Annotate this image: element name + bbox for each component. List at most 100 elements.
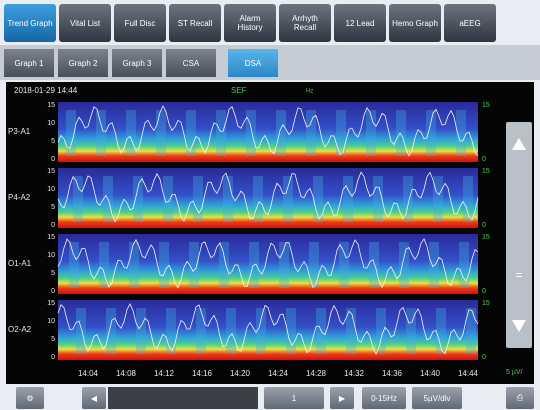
y-tick-label: 15 bbox=[47, 300, 55, 307]
time-label: 14:40 bbox=[420, 369, 441, 378]
spectral-burst bbox=[166, 308, 176, 354]
spectral-burst bbox=[66, 110, 76, 156]
spectral-burst bbox=[219, 242, 229, 288]
spectral-burst bbox=[99, 242, 109, 288]
next-button[interactable]: ▶ bbox=[330, 387, 354, 409]
y-tick-label: 5 bbox=[51, 204, 55, 211]
y-tick-label: 5 bbox=[51, 270, 55, 277]
y2-tick-label: 0 bbox=[482, 354, 486, 361]
channel-label: O2-A2 bbox=[8, 325, 32, 334]
dsa-chart: 2018-01-29 14:44 SEF Hz = 5 µV/ P3-A1 15 1… bbox=[6, 82, 534, 384]
spectral-burst bbox=[283, 176, 293, 222]
spectral-burst bbox=[276, 110, 286, 156]
spectral-burst bbox=[376, 308, 386, 354]
y-tick-label: 15 bbox=[47, 168, 55, 175]
scrollbar[interactable] bbox=[506, 122, 532, 348]
y2-tick-label: 15 bbox=[482, 102, 490, 109]
y-tick-label: 5 bbox=[51, 138, 55, 145]
y2-tick-label: 15 bbox=[482, 168, 490, 175]
prev-button[interactable]: ◀ bbox=[82, 387, 106, 409]
page-indicator: 1 bbox=[264, 387, 324, 409]
spectral-burst bbox=[429, 242, 439, 288]
scroll-thumb[interactable]: = bbox=[515, 268, 522, 282]
y-tick-label: 15 bbox=[47, 102, 55, 109]
y2-tick-label: 0 bbox=[482, 288, 486, 295]
spectral-burst bbox=[396, 110, 406, 156]
subtab[interactable]: Graph 2 bbox=[58, 49, 108, 77]
y2-tick-label: 15 bbox=[482, 234, 490, 241]
spectral-burst bbox=[433, 176, 443, 222]
time-label: 14:28 bbox=[306, 369, 327, 378]
subtab[interactable]: DSA bbox=[228, 49, 278, 77]
y-tick-label: 10 bbox=[47, 252, 55, 259]
spectral-burst bbox=[343, 176, 353, 222]
tab[interactable]: Trend Graph bbox=[4, 4, 56, 42]
spectral-burst bbox=[126, 110, 136, 156]
spectral-burst bbox=[76, 308, 86, 354]
print-button[interactable]: ⎙ bbox=[506, 387, 534, 409]
spectral-burst bbox=[426, 110, 436, 156]
spectral-burst bbox=[223, 176, 233, 222]
time-label: 14:12 bbox=[154, 369, 175, 378]
subtab[interactable]: CSA bbox=[166, 49, 216, 77]
tab[interactable]: Alarm History bbox=[224, 4, 276, 42]
spectral-burst bbox=[189, 242, 199, 288]
subtab[interactable]: Graph 3 bbox=[112, 49, 162, 77]
subtab[interactable]: Graph 1 bbox=[4, 49, 54, 77]
y-tick-label: 5 bbox=[51, 336, 55, 343]
spectral-burst bbox=[163, 176, 173, 222]
spectral-burst bbox=[403, 176, 413, 222]
page-track bbox=[108, 387, 258, 409]
spectral-burst bbox=[463, 176, 473, 222]
spectral-burst bbox=[133, 176, 143, 222]
spectral-burst bbox=[129, 242, 139, 288]
tab[interactable]: aEEG bbox=[444, 4, 496, 42]
y-tick-label: 0 bbox=[51, 156, 55, 163]
range-button[interactable]: 0-15Hz bbox=[362, 387, 406, 409]
tab[interactable]: 12 Lead bbox=[334, 4, 386, 42]
spectrogram bbox=[58, 234, 478, 294]
time-label: 14:16 bbox=[192, 369, 213, 378]
tab[interactable]: Full Disc bbox=[114, 4, 166, 42]
spectral-burst bbox=[106, 308, 116, 354]
legend-sef: SEF bbox=[231, 86, 247, 95]
tab[interactable]: Hemo Graph bbox=[389, 4, 441, 42]
screen: Trend GraphVital ListFull DiscST RecallA… bbox=[0, 0, 540, 410]
spectral-burst bbox=[73, 176, 83, 222]
spectral-burst bbox=[336, 110, 346, 156]
channel-label: P3-A1 bbox=[8, 127, 31, 136]
y-tick-label: 10 bbox=[47, 318, 55, 325]
time-label: 14:32 bbox=[344, 369, 365, 378]
tab[interactable]: Vital List bbox=[59, 4, 111, 42]
y2-tick-label: 0 bbox=[482, 156, 486, 163]
spectral-burst bbox=[216, 110, 226, 156]
time-label: 14:24 bbox=[268, 369, 289, 378]
time-label: 14:04 bbox=[78, 369, 99, 378]
gain-button[interactable]: 5µV/div bbox=[412, 387, 462, 409]
tab[interactable]: Arrhyth Recall bbox=[279, 4, 331, 42]
spectral-burst bbox=[196, 308, 206, 354]
spectrogram bbox=[58, 168, 478, 228]
spectral-burst bbox=[399, 242, 409, 288]
spectral-burst bbox=[193, 176, 203, 222]
spectral-burst bbox=[339, 242, 349, 288]
settings-button[interactable]: ⚙ bbox=[16, 387, 44, 409]
time-label: 14:20 bbox=[230, 369, 251, 378]
y-tick-label: 0 bbox=[51, 354, 55, 361]
spectral-burst bbox=[373, 176, 383, 222]
spectral-burst bbox=[306, 110, 316, 156]
channel-label: O1-A1 bbox=[8, 259, 32, 268]
spectral-burst bbox=[459, 242, 469, 288]
legend-unit: Hz bbox=[306, 89, 313, 95]
tab[interactable]: ST Recall bbox=[169, 4, 221, 42]
scale-note: 5 µV/ bbox=[506, 369, 523, 376]
y2-tick-label: 15 bbox=[482, 300, 490, 307]
graph-panel: 2018-01-29 14:44 SEF Hz = 5 µV/ P3-A1 15 1… bbox=[6, 82, 534, 384]
y-tick-label: 15 bbox=[47, 234, 55, 241]
time-label: 14:08 bbox=[116, 369, 137, 378]
y-tick-label: 0 bbox=[51, 222, 55, 229]
datetime: 2018-01-29 14:44 bbox=[14, 86, 78, 95]
spectral-burst bbox=[369, 242, 379, 288]
spectral-burst bbox=[69, 242, 79, 288]
y-tick-label: 10 bbox=[47, 120, 55, 127]
